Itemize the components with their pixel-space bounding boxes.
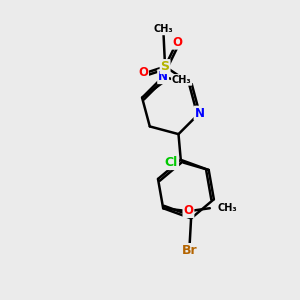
Text: N: N	[194, 106, 205, 120]
Text: O: O	[138, 66, 148, 79]
Text: Br: Br	[182, 244, 197, 257]
Text: CH₃: CH₃	[154, 24, 173, 34]
Text: CH₃: CH₃	[217, 203, 237, 213]
Text: Cl: Cl	[165, 156, 178, 169]
Text: O: O	[172, 36, 182, 49]
Text: S: S	[160, 60, 169, 73]
Text: CH₃: CH₃	[172, 75, 191, 85]
Text: N: N	[158, 70, 168, 83]
Text: O: O	[183, 204, 194, 217]
